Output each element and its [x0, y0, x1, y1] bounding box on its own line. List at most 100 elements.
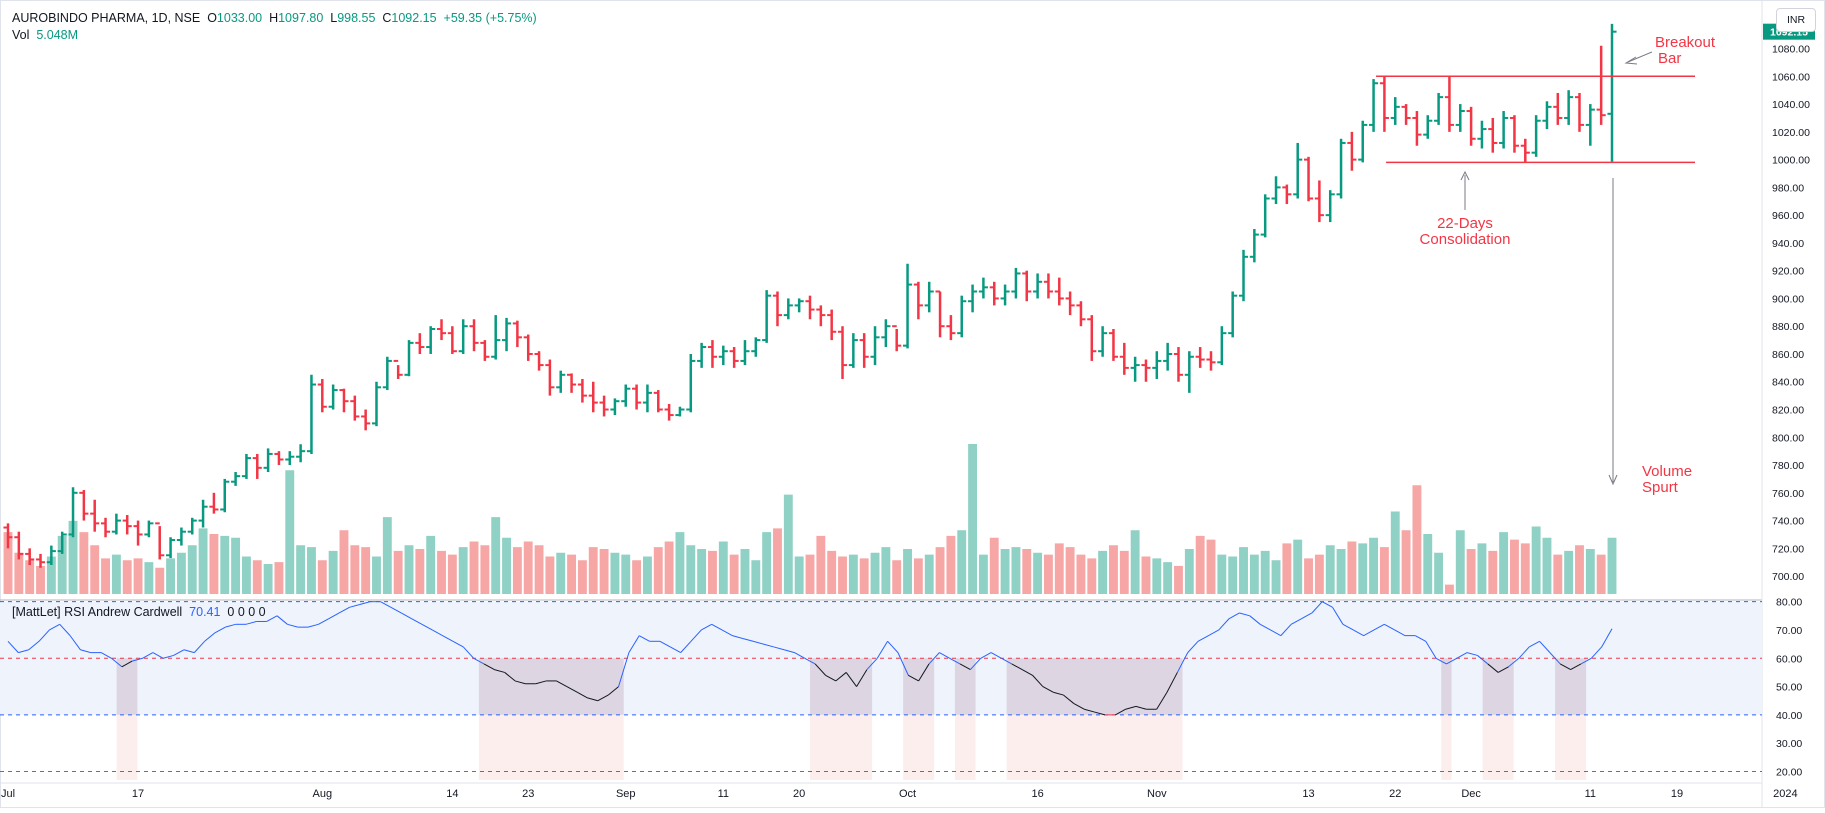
ohlc-bar	[1173, 347, 1184, 382]
ohlc-bar	[1574, 92, 1585, 132]
ohlc-bar	[1195, 347, 1205, 368]
ohlc-bar	[1249, 229, 1259, 263]
volume-bar	[1336, 549, 1346, 594]
ohlc-bar	[1000, 284, 1010, 306]
rsi-line-segment	[1518, 646, 1530, 659]
rsi-line-segment	[576, 691, 588, 699]
ohlc-bar	[3, 523, 13, 549]
ohlc-bar	[361, 409, 371, 431]
ohlc-bar	[653, 390, 663, 413]
rsi-line-segment	[1322, 601, 1333, 608]
rsi-line-segment	[1549, 652, 1561, 665]
close-label: C	[382, 11, 392, 25]
price-bars	[3, 23, 1617, 568]
volume-bar	[751, 560, 761, 594]
ohlc-bar	[816, 305, 826, 327]
rsi-line-segment	[856, 669, 868, 687]
ohlc-bar	[339, 388, 349, 413]
volume-bar	[762, 532, 772, 594]
volume-bar	[946, 535, 956, 594]
ohlc-bar	[371, 381, 382, 427]
ohlc-bar	[588, 381, 598, 413]
rsi-line-segment	[225, 623, 236, 628]
rsi-line-segment	[514, 680, 526, 685]
ohlc-bar	[827, 309, 837, 341]
volume-bar	[241, 556, 251, 594]
time-tick-label: Dec	[1461, 788, 1481, 800]
rsi-line-segment	[494, 669, 505, 673]
rsi-line-segment	[1176, 652, 1189, 673]
rsi-line-segment	[1166, 672, 1178, 693]
rsi-line-segment	[462, 646, 475, 659]
volume-bar	[1455, 530, 1465, 594]
ohlc-bar	[762, 290, 772, 343]
rsi-line-segment	[328, 612, 340, 620]
ohlc-bar	[415, 333, 425, 354]
time-tick-label: 11	[718, 788, 729, 800]
volume-bar	[415, 549, 425, 594]
volume-bar	[3, 532, 13, 594]
rsi-lower-zone	[116, 714, 138, 780]
rsi-line-segment	[887, 640, 899, 653]
rsi-line-segment	[1353, 629, 1364, 637]
currency-button[interactable]: INR	[1776, 8, 1816, 32]
ohlc-bar	[632, 384, 642, 410]
ohlc-bar	[534, 351, 544, 371]
rsi-lower-zone	[810, 714, 873, 780]
ohlc-bar	[946, 315, 956, 341]
ohlc-bar	[122, 515, 132, 535]
rsi-line-segment	[338, 606, 350, 614]
ohlc-bar	[1152, 351, 1162, 379]
rsi-line-segment	[639, 635, 650, 642]
ohlc-bar	[1336, 138, 1346, 199]
ohlc-bar	[924, 281, 934, 313]
volume-bar	[1412, 485, 1422, 594]
volume-bar	[773, 528, 782, 594]
volume-bar	[437, 550, 446, 594]
rsi-line-segment	[990, 652, 1002, 659]
rsi-line-segment	[18, 649, 29, 654]
volume-bar	[1542, 537, 1552, 594]
rsi-indicator-name[interactable]: [MattLet] RSI Andrew Cardwell	[12, 605, 183, 619]
rsi-line-segment	[763, 643, 774, 648]
ohlc-bar	[1238, 249, 1249, 302]
ohlc-legend-row: AUROBINDO PHARMA, 1D, NSE O1033.00 H1097…	[12, 10, 537, 27]
volume-bar	[567, 554, 577, 594]
price-tick-label: 920.00	[1772, 266, 1804, 278]
time-tick-label: Aug	[313, 788, 333, 800]
rsi-line-segment	[659, 640, 671, 648]
volume-bar	[718, 541, 728, 594]
ohlc-bar	[1043, 273, 1053, 299]
ohlc-bar	[458, 319, 468, 354]
rsi-line-segment	[163, 654, 174, 659]
volume-bar	[1379, 547, 1389, 594]
volume-bar	[252, 560, 262, 594]
volume-bar	[1510, 539, 1519, 594]
ohlc-bar	[1423, 115, 1433, 139]
rsi-line-segment	[1115, 708, 1126, 716]
rsi-line-segment	[1053, 691, 1064, 696]
rsi-line-segment	[556, 680, 568, 688]
ohlc-bar	[231, 471, 241, 486]
volume-bar	[350, 545, 360, 594]
ohlc-bar	[57, 531, 67, 554]
rsi-tick-label: 70.00	[1776, 625, 1802, 637]
ohlc-bar	[14, 531, 24, 560]
rsi-line-segment	[1280, 623, 1292, 636]
ohlc-bar	[1141, 359, 1151, 382]
ohlc-bar	[1325, 190, 1335, 223]
rsi-line-segment	[1560, 663, 1571, 671]
ohlc-bar	[1509, 115, 1520, 153]
volume-bar	[534, 545, 544, 594]
ohlc-bar	[1011, 267, 1021, 299]
volume-bar	[1347, 541, 1357, 594]
rsi-line-segment	[1539, 640, 1551, 653]
ohlc-bar	[187, 517, 197, 535]
ohlc-bar	[621, 384, 631, 407]
rsi-line-segment	[307, 623, 319, 628]
ohlc-bar	[1065, 291, 1075, 316]
rsi-line-segment	[432, 629, 443, 637]
volume-bar	[913, 558, 923, 594]
